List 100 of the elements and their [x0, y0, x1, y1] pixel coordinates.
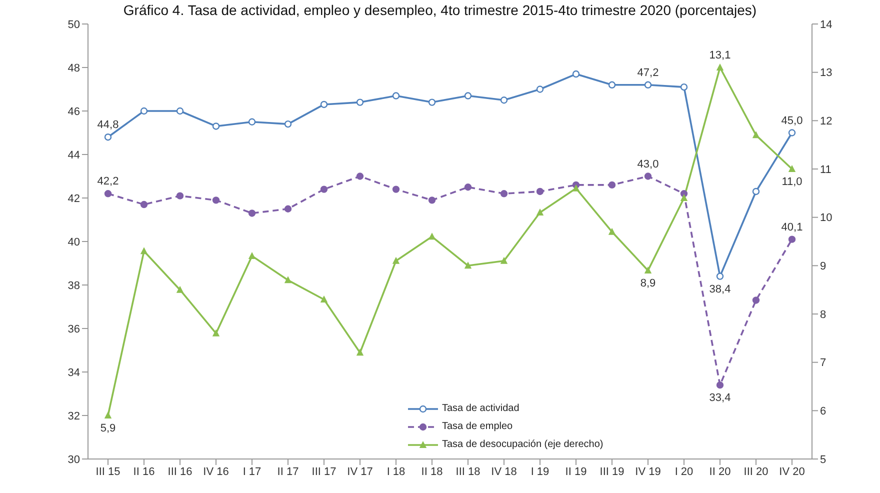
point: [140, 200, 148, 208]
point: [464, 184, 472, 191]
point: [140, 107, 148, 115]
y-tick-label: 44: [68, 149, 80, 162]
y-tick-label: 30: [68, 454, 80, 466]
data-label: 47,2: [637, 66, 659, 79]
point: [212, 122, 220, 130]
point: [536, 86, 544, 93]
point: [644, 81, 652, 88]
x-tick-label: IV 17: [347, 466, 373, 478]
point: [608, 228, 616, 235]
y2-tick-label: 5: [820, 454, 826, 466]
point: [536, 208, 544, 216]
data-label: 42,2: [97, 176, 119, 188]
x-tick-label: III 15: [96, 466, 120, 478]
point: [572, 70, 580, 78]
point: [356, 348, 364, 356]
point: [104, 134, 112, 141]
x-tick-label: III 19: [600, 466, 624, 478]
point: [788, 165, 796, 172]
x-tick-label: III 20: [744, 466, 768, 478]
point: [392, 92, 400, 100]
point: [500, 256, 508, 264]
point: [500, 190, 508, 198]
point: [572, 184, 580, 192]
data-label: 5,9: [100, 422, 116, 434]
y-tick-label: 38: [68, 280, 80, 292]
point: [284, 276, 292, 284]
point: [320, 186, 328, 193]
y-tick-label: 50: [68, 18, 80, 31]
point: [536, 188, 544, 196]
point: [428, 232, 436, 240]
point: [392, 256, 400, 264]
point: [320, 100, 328, 108]
data-label: 11,0: [782, 176, 802, 188]
point: [644, 172, 652, 180]
x-tick-label: I 19: [530, 466, 550, 478]
data-label: 33,4: [709, 392, 731, 404]
point: [140, 247, 148, 254]
y2-tick-label: 7: [820, 357, 826, 370]
x-tick-label: III 16: [168, 466, 192, 478]
point: [680, 83, 688, 91]
x-tick-label: II 19: [565, 466, 587, 478]
point: [104, 190, 112, 198]
y2-tick-label: 8: [820, 308, 826, 321]
y-tick-label: 34: [68, 366, 80, 379]
y2-tick-label: 13: [820, 67, 832, 80]
y2-tick-label: 14: [820, 18, 832, 31]
point: [752, 131, 760, 138]
point: [356, 98, 364, 106]
data-label: 44,8: [97, 119, 119, 132]
point: [500, 96, 508, 104]
y-tick-label: 48: [68, 62, 80, 74]
x-tick-label: II 16: [133, 466, 155, 478]
y2-tick-label: 9: [820, 260, 826, 273]
point: [176, 192, 184, 200]
x-tick-label: IV 20: [779, 466, 805, 478]
point: [752, 296, 760, 304]
y-tick-label: 32: [68, 410, 80, 422]
point: [284, 120, 292, 128]
y-tick-label: 40: [68, 236, 80, 248]
point: [680, 194, 688, 201]
x-tick-label: IV 19: [635, 466, 661, 478]
y2-tick-label: 6: [820, 406, 826, 418]
point: [284, 205, 292, 212]
x-tick-label: I 17: [242, 466, 262, 478]
point: [428, 196, 436, 204]
point: [428, 98, 436, 106]
chart-title: Gráfico 4. Tasa de actividad, empleo y desempleo, 4to trimestre 2015-4to trimestre 2020 (porcentajes): [122, 2, 758, 18]
x-tick-label: IV 16: [203, 466, 229, 478]
point: [788, 236, 796, 243]
y-tick-label: 42: [68, 192, 80, 205]
x-tick-label: IV 18: [491, 466, 517, 478]
point: [752, 188, 760, 196]
x-tick-label: III 17: [312, 466, 336, 478]
y-tick-label: 46: [68, 106, 80, 118]
point: [608, 181, 616, 189]
data-label: 8,9: [640, 278, 656, 290]
point: [320, 296, 328, 302]
data-label: 38,4: [709, 283, 731, 296]
y2-tick-label: 12: [820, 116, 832, 128]
point: [248, 118, 256, 126]
legend-label: Tasa de desocupación (eje derecho): [442, 438, 604, 452]
point: [212, 329, 220, 336]
point: [392, 186, 400, 193]
point: [356, 172, 364, 180]
x-tick-label: II 17: [277, 466, 299, 478]
point: [716, 381, 724, 389]
y2-tick-label: 10: [820, 212, 832, 224]
x-tick-label: I 18: [386, 466, 406, 478]
x-tick-label: III 18: [456, 466, 480, 478]
point: [464, 262, 472, 269]
data-label: 45,0: [781, 114, 803, 127]
point: [716, 64, 724, 70]
point: [176, 286, 184, 293]
y2-tick-label: 11: [820, 164, 832, 176]
data-label: 43,0: [637, 158, 659, 170]
y-tick-label: 36: [68, 323, 80, 336]
point: [716, 272, 724, 280]
point: [788, 129, 796, 136]
